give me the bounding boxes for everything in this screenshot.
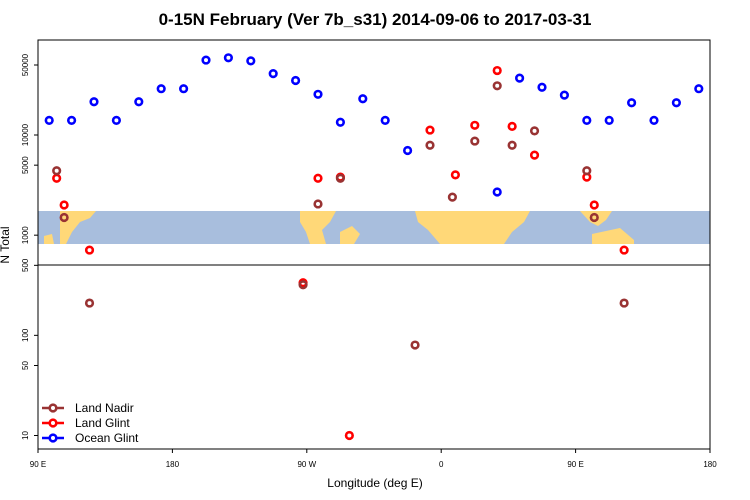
- land-glint-point-6: [344, 430, 354, 441]
- land-glint-point-4: [313, 173, 323, 183]
- y-tick-label-4: 1000: [21, 226, 30, 244]
- land-nadir-point-0: [52, 166, 62, 176]
- x-tick-label-5: 180: [703, 460, 717, 469]
- ocean-glint-point-7: [201, 55, 211, 65]
- legend-label-land-nadir: Land Nadir: [75, 401, 134, 415]
- y-tick-label-5: 5000: [21, 156, 30, 174]
- land-glint-point-9: [470, 120, 480, 130]
- map-land-1: [44, 234, 54, 244]
- map-land-5: [580, 211, 612, 226]
- land-glint-point-10: [492, 65, 502, 76]
- map-land-2: [300, 211, 336, 244]
- x-tick-label-1: 180: [166, 460, 180, 469]
- land-glint-point-0: [52, 173, 62, 183]
- ocean-glint-point-20: [559, 90, 570, 100]
- ocean-glint-point-25: [671, 98, 682, 108]
- ocean-glint-point-26: [694, 84, 704, 94]
- ocean-glint-point-1: [66, 115, 77, 125]
- map-land-6: [592, 228, 634, 244]
- land-nadir-point-6: [410, 340, 420, 350]
- legend-label-land-glint: Land Glint: [75, 416, 130, 430]
- land-nadir-point-14: [589, 212, 599, 223]
- land-nadir-point-10: [492, 81, 502, 91]
- land-nadir-point-4: [313, 199, 323, 209]
- ocean-glint-point-19: [537, 82, 547, 92]
- ocean-glint-point-22: [604, 115, 614, 125]
- land-nadir-point-11: [507, 140, 517, 150]
- map-land-3: [340, 226, 360, 244]
- ocean-glint-point-2: [89, 97, 99, 107]
- ocean-glint-point-12: [313, 89, 323, 99]
- land-nadir-point-9: [470, 136, 480, 146]
- legend-marker-land-nadir: [48, 403, 58, 413]
- ocean-glint-point-10: [268, 69, 278, 79]
- y-axis-label: N Total: [0, 226, 12, 263]
- data-points: [44, 53, 704, 441]
- ocean-glint-point-3: [111, 115, 121, 125]
- y-tick-label-1: 50: [21, 360, 30, 369]
- legend-label-ocean-glint: Ocean Glint: [75, 431, 139, 445]
- land-glint-point-7: [425, 125, 435, 135]
- y-tick-label-2: 100: [21, 328, 30, 342]
- ocean-glint-point-18: [514, 73, 525, 83]
- x-axis: 90 E 180 90 W 0 90 E 180: [30, 449, 717, 469]
- ocean-glint-point-8: [223, 53, 233, 63]
- land-nadir-point-12: [529, 126, 540, 136]
- land-glint-point-1: [59, 200, 69, 210]
- chart-title: 0-15N February (Ver 7b_s31) 2014-09-06 t…: [159, 10, 592, 29]
- ocean-glint-point-24: [649, 115, 659, 125]
- ocean-glint-point-9: [246, 56, 256, 66]
- legend-marker-ocean-glint: [48, 433, 58, 443]
- land-nadir-point-2: [84, 298, 95, 308]
- land-nadir-point-7: [425, 140, 435, 150]
- ocean-glint-point-23: [626, 98, 637, 108]
- y-axis: 10 50 100 500 1000 5000 10000 50000: [21, 53, 38, 440]
- y-tick-label-3: 500: [21, 258, 30, 272]
- land-glint-point-15: [619, 245, 629, 255]
- land-glint-point-11: [507, 121, 517, 131]
- x-axis-label: Longitude (deg E): [327, 476, 422, 490]
- land-glint-point-2: [84, 245, 95, 255]
- land-glint-point-14: [589, 200, 599, 210]
- ocean-glint-point-6: [179, 84, 189, 94]
- ocean-glint-point-17: [492, 187, 502, 197]
- map-land-0: [60, 211, 96, 244]
- ocean-glint-point-14: [358, 94, 368, 104]
- ocean-glint-point-5: [156, 84, 166, 94]
- land-nadir-point-5: [335, 173, 346, 183]
- ocean-glint-point-0: [44, 115, 54, 125]
- x-tick-label-0: 90 E: [30, 460, 46, 469]
- ocean-glint-point-16: [403, 145, 413, 156]
- ocean-glint-point-11: [291, 75, 301, 86]
- land-nadir-point-8: [447, 192, 458, 202]
- land-nadir-point-1: [59, 212, 69, 223]
- y-tick-label-6: 10000: [21, 123, 30, 146]
- land-nadir-point-3: [298, 280, 308, 290]
- ocean-glint-point-4: [134, 97, 144, 107]
- ocean-glint-point-21: [582, 115, 592, 125]
- land-glint-point-8: [450, 170, 460, 180]
- map-land-4: [415, 211, 530, 244]
- x-tick-label-2: 90 W: [297, 460, 316, 469]
- legend-marker-land-glint: [48, 418, 58, 428]
- land-nadir-point-15: [619, 298, 629, 308]
- x-tick-label-4: 90 E: [567, 460, 583, 469]
- y-tick-label-0: 10: [21, 431, 30, 440]
- world-map-band: [38, 211, 710, 244]
- y-tick-label-7: 50000: [21, 53, 30, 76]
- land-glint-point-12: [529, 150, 540, 160]
- plot-frame: [37, 39, 711, 450]
- ocean-glint-point-15: [380, 115, 390, 125]
- x-tick-label-3: 0: [439, 460, 444, 469]
- land-nadir-point-13: [582, 166, 592, 176]
- ocean-glint-point-13: [335, 117, 346, 127]
